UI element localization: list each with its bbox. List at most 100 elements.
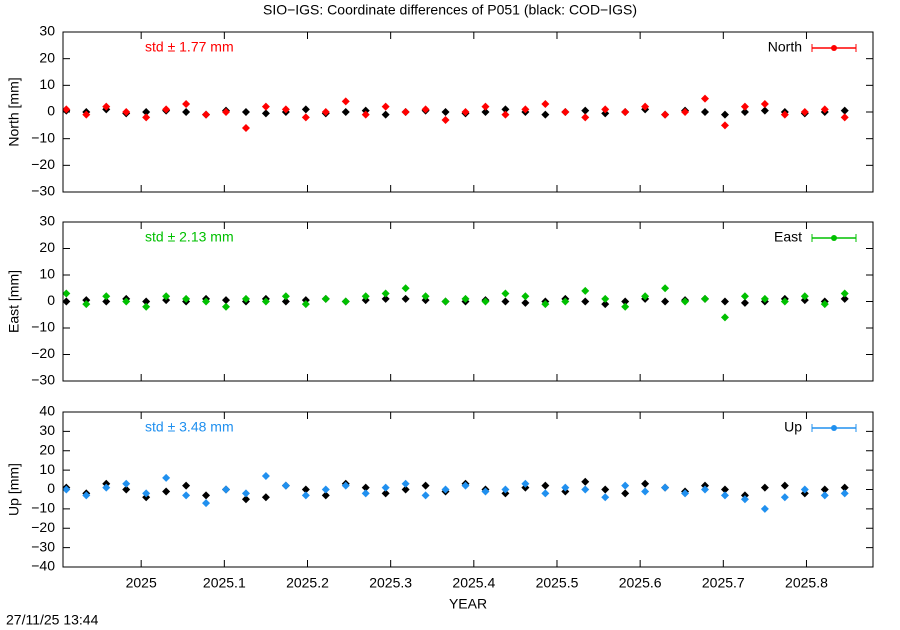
plot-frame [62, 221, 874, 382]
data-point [840, 483, 849, 492]
data-point [162, 292, 171, 301]
y-axis-label: East [mm] [6, 270, 22, 333]
data-point [301, 491, 310, 500]
data-point [341, 297, 350, 306]
data-point [820, 105, 829, 114]
data-point [102, 297, 111, 306]
y-tick-label: 0 [47, 480, 55, 496]
data-point [581, 286, 590, 295]
data-point [780, 481, 789, 490]
data-point [142, 302, 151, 311]
data-point [361, 483, 370, 492]
data-point [820, 491, 829, 500]
y-tick-label: −10 [31, 319, 55, 335]
data-point [341, 108, 350, 116]
data-point [82, 300, 91, 309]
data-point [601, 105, 610, 114]
y-tick-label: −40 [31, 558, 55, 574]
data-point [740, 102, 749, 111]
data-point [601, 294, 610, 303]
data-point [361, 489, 370, 498]
data-point [241, 108, 250, 116]
y-tick-label: −20 [31, 345, 55, 361]
data-point [501, 289, 510, 298]
data-point [481, 297, 490, 306]
data-point [701, 294, 710, 303]
data-point [780, 493, 789, 502]
x-tick-label: 2025.1 [203, 575, 246, 591]
x-tick-label: 2025.3 [369, 575, 412, 591]
data-point [62, 485, 71, 494]
data-point [381, 489, 390, 498]
data-point [401, 479, 410, 488]
legend-swatch [831, 45, 837, 51]
data-point [581, 297, 590, 306]
x-tick-label: 2025.6 [619, 575, 662, 591]
data-point [62, 105, 71, 114]
data-point [62, 297, 71, 306]
data-point [720, 485, 729, 494]
data-point [221, 302, 230, 311]
y-tick-label: 0 [47, 292, 55, 308]
data-point [581, 477, 590, 486]
annotation: std ± 1.77 mm [145, 39, 234, 55]
data-point [421, 491, 430, 500]
data-point [561, 297, 570, 306]
data-point [840, 294, 849, 303]
y-tick-label: −20 [31, 519, 55, 535]
y-tick-label: 20 [39, 239, 55, 255]
data-point [202, 110, 211, 119]
data-point [701, 485, 710, 494]
data-point [501, 105, 510, 114]
data-point [102, 292, 111, 301]
data-point [461, 294, 470, 303]
data-point [221, 108, 230, 116]
data-point [321, 485, 330, 494]
data-point [740, 298, 749, 307]
data-point [780, 110, 789, 119]
data-point [701, 108, 710, 116]
legend-swatch [831, 425, 837, 431]
data-point [621, 481, 630, 490]
data-point [760, 294, 769, 303]
data-point [601, 493, 610, 502]
data-point [701, 94, 710, 103]
data-point [501, 110, 510, 119]
data-point [840, 106, 849, 115]
data-point [182, 491, 191, 500]
y-axis-label: North [mm] [6, 77, 22, 146]
x-tick-label: 2025.7 [702, 575, 745, 591]
data-point [501, 485, 510, 494]
y-tick-label: 30 [39, 422, 55, 438]
data-point [82, 110, 91, 119]
y-tick-label: 20 [39, 49, 55, 65]
data-point [361, 110, 370, 119]
y-tick-label: 10 [39, 76, 55, 92]
data-point [641, 292, 650, 301]
data-point [241, 294, 250, 303]
data-point [122, 108, 131, 116]
data-point [182, 481, 191, 490]
data-point [481, 487, 490, 496]
data-point [281, 292, 290, 301]
data-point [481, 102, 490, 111]
data-point [461, 481, 470, 490]
data-point [241, 495, 250, 504]
data-point [820, 485, 829, 494]
data-point [321, 108, 330, 116]
x-axis-label: YEAR [449, 596, 487, 612]
y-tick-label: −10 [31, 500, 55, 516]
data-point [720, 110, 729, 119]
y-axis-label: Up [mm] [6, 463, 22, 516]
data-point [381, 110, 390, 119]
data-point [361, 292, 370, 301]
data-point [301, 105, 310, 114]
data-point [661, 284, 670, 293]
data-point [261, 493, 270, 502]
x-tick-label: 2025.4 [452, 575, 495, 591]
data-point [681, 297, 690, 306]
plot-frame [62, 31, 874, 193]
data-point [641, 102, 650, 111]
data-point [601, 485, 610, 494]
data-point [521, 298, 530, 307]
